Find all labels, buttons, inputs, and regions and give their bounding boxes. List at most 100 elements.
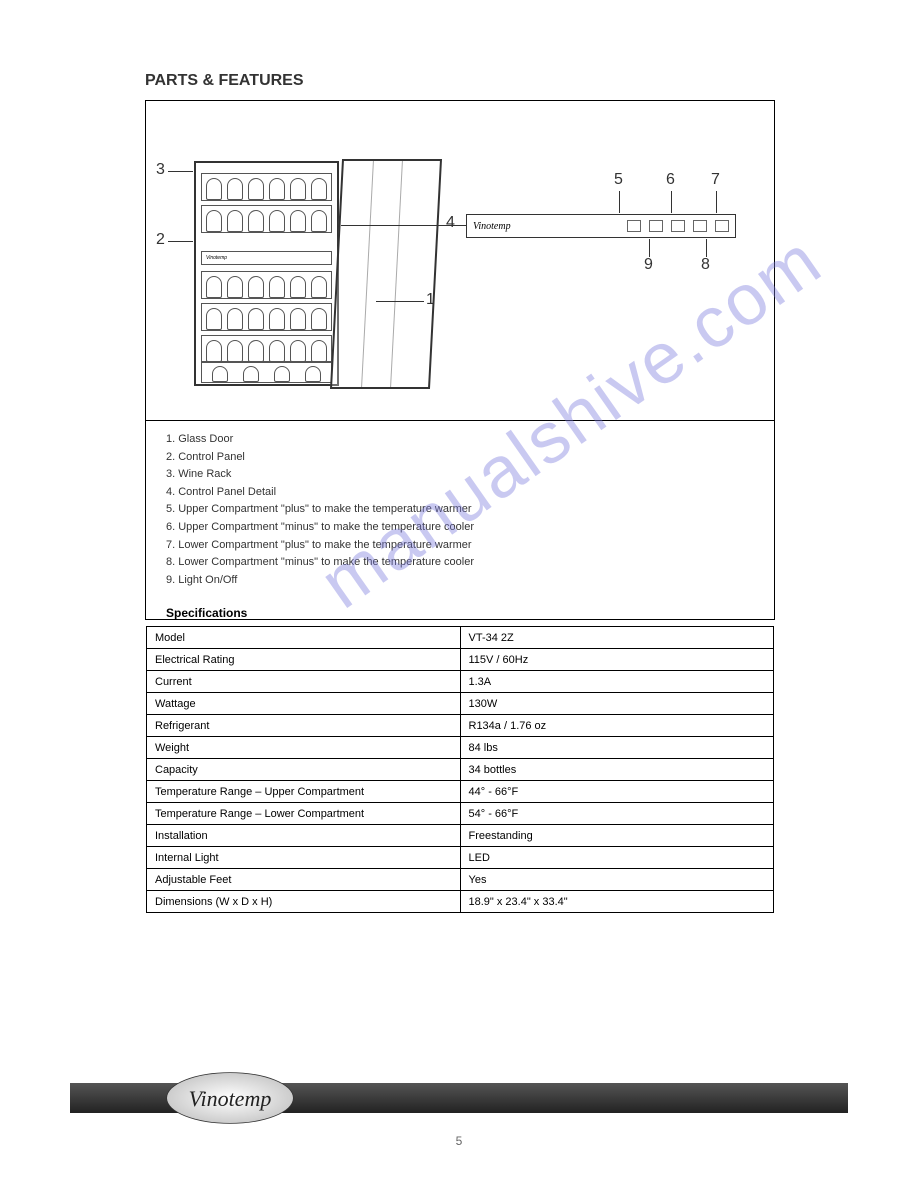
spec-label: Current	[147, 671, 461, 693]
bottle-icon	[227, 276, 243, 298]
glass-door	[330, 159, 442, 389]
spec-value: 84 lbs	[460, 737, 774, 759]
panel-brand-small: Vinotemp	[206, 255, 227, 261]
bottle-icon	[248, 178, 264, 200]
table-row: Current1.3A	[147, 671, 774, 693]
table-row: RefrigerantR134a / 1.76 oz	[147, 715, 774, 737]
bottle-icon	[269, 276, 285, 298]
table-row: Wattage130W	[147, 693, 774, 715]
wine-shelf	[201, 361, 332, 383]
bottle-icon	[227, 308, 243, 330]
callout-3: 3	[156, 161, 165, 179]
bottle-icon	[206, 340, 222, 362]
bottle-icon	[274, 366, 290, 382]
spec-label: Capacity	[147, 759, 461, 781]
spec-value: 115V / 60Hz	[460, 649, 774, 671]
bottle-icon	[227, 340, 243, 362]
spec-label: Installation	[147, 825, 461, 847]
callout-6: 6	[666, 171, 675, 189]
bottle-icon	[212, 366, 228, 382]
spec-label: Temperature Range – Upper Compartment	[147, 781, 461, 803]
spec-value: Freestanding	[460, 825, 774, 847]
bottle-icon	[248, 276, 264, 298]
table-row: Weight84 lbs	[147, 737, 774, 759]
bottle-icon	[248, 308, 264, 330]
table-row: Temperature Range – Lower Compartment54°…	[147, 803, 774, 825]
part-item: 7. Lower Compartment "plus" to make the …	[166, 537, 474, 555]
bottle-icon	[206, 178, 222, 200]
table-row: Dimensions (W x D x H)18.9" x 23.4" x 33…	[147, 891, 774, 913]
bottle-icon	[206, 210, 222, 232]
part-item: 5. Upper Compartment "plus" to make the …	[166, 501, 474, 519]
cooler-body: Vinotemp	[194, 161, 339, 386]
part-item: 3. Wine Rack	[166, 466, 474, 484]
bottle-icon	[269, 308, 285, 330]
panel-icons	[627, 220, 729, 232]
spec-value: 130W	[460, 693, 774, 715]
bottle-icon	[248, 340, 264, 362]
parts-description: 1. Glass Door 2. Control Panel 3. Wine R…	[166, 431, 474, 589]
spec-label: Internal Light	[147, 847, 461, 869]
part-item: 2. Control Panel	[166, 449, 474, 467]
part-item: 6. Upper Compartment "minus" to make the…	[166, 519, 474, 537]
bottle-icon	[227, 178, 243, 200]
spec-value: 18.9" x 23.4" x 33.4"	[460, 891, 774, 913]
wine-shelf	[201, 173, 332, 201]
spec-value: LED	[460, 847, 774, 869]
page-container: PARTS & FEATURES manualshive.com	[0, 0, 918, 1188]
panel-display-icon	[649, 220, 663, 232]
callout-7: 7	[711, 171, 720, 189]
callout-5: 5	[614, 171, 623, 189]
table-row: ModelVT-34 2Z	[147, 627, 774, 649]
bottle-icon	[290, 308, 306, 330]
section-title: PARTS & FEATURES	[145, 72, 304, 90]
vinotemp-logo-icon: Vinotemp	[165, 1071, 295, 1126]
callout-4: 4	[446, 214, 455, 232]
callout-1: 1	[426, 291, 435, 309]
callout-2: 2	[156, 231, 165, 249]
wine-shelf	[201, 335, 332, 363]
bottle-icon	[248, 210, 264, 232]
spec-table: ModelVT-34 2Z Electrical Rating115V / 60…	[146, 626, 774, 913]
diagram-frame: manualshive.com	[145, 100, 775, 620]
part-item: 8. Lower Compartment "minus" to make the…	[166, 554, 474, 572]
bottle-icon	[243, 366, 259, 382]
diagram-area: manualshive.com	[146, 101, 774, 421]
spec-label: Electrical Rating	[147, 649, 461, 671]
callout-line	[619, 191, 620, 213]
callout-line	[341, 225, 466, 226]
wine-cooler-diagram: Vinotemp	[176, 131, 376, 391]
panel-button-icon	[627, 220, 641, 232]
bottle-icon	[206, 308, 222, 330]
glass-reflection	[390, 161, 403, 387]
table-row: InstallationFreestanding	[147, 825, 774, 847]
callout-line	[376, 301, 424, 302]
bottle-icon	[269, 210, 285, 232]
spec-label: Model	[147, 627, 461, 649]
bottle-icon	[311, 178, 327, 200]
spec-label: Adjustable Feet	[147, 869, 461, 891]
spec-value: 54° - 66°F	[460, 803, 774, 825]
callout-line	[168, 171, 193, 172]
bottle-icon	[269, 178, 285, 200]
spec-label: Weight	[147, 737, 461, 759]
wine-shelf	[201, 303, 332, 331]
footer-logo: Vinotemp	[165, 1071, 295, 1126]
bottle-icon	[290, 276, 306, 298]
bottle-icon	[269, 340, 285, 362]
panel-button-icon	[715, 220, 729, 232]
glass-reflection	[361, 161, 374, 387]
table-row: Internal LightLED	[147, 847, 774, 869]
spec-title: Specifications	[166, 606, 247, 620]
wine-shelf	[201, 271, 332, 299]
spec-value: 34 bottles	[460, 759, 774, 781]
callout-line	[706, 239, 707, 257]
control-panel-strip: Vinotemp	[201, 251, 332, 265]
spec-value: Yes	[460, 869, 774, 891]
table-row: Electrical Rating115V / 60Hz	[147, 649, 774, 671]
bottle-icon	[290, 340, 306, 362]
logo-text: Vinotemp	[189, 1086, 272, 1111]
parts-list: 1. Glass Door 2. Control Panel 3. Wine R…	[166, 431, 474, 589]
bottle-icon	[311, 276, 327, 298]
spec-value: R134a / 1.76 oz	[460, 715, 774, 737]
